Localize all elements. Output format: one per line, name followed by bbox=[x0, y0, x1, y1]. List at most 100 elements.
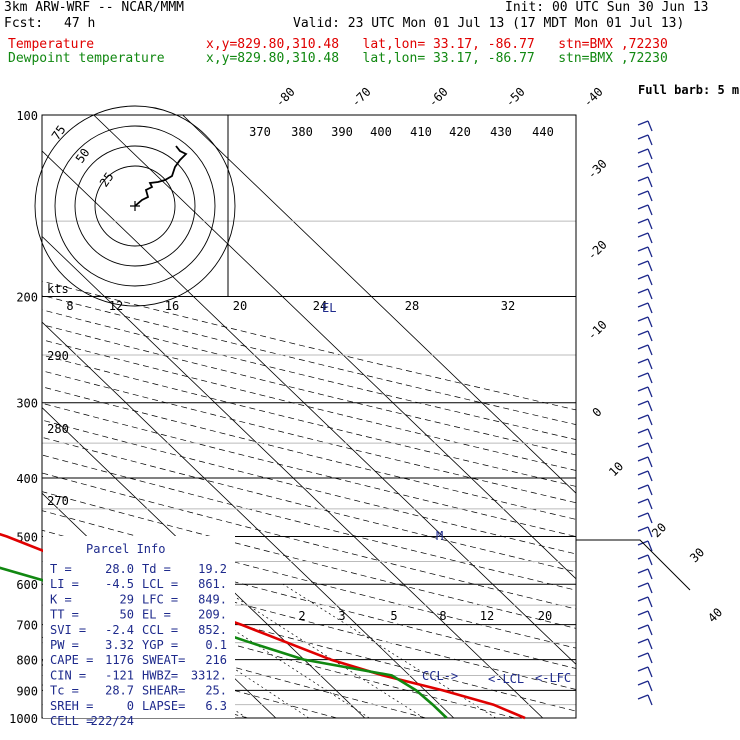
parcel-value: 25. bbox=[205, 684, 227, 698]
speed-scale-label: 8 bbox=[66, 299, 73, 313]
pressure-tick-label: 900 bbox=[16, 684, 38, 698]
dewpoint-legend: Dewpoint temperature bbox=[8, 51, 165, 66]
wind-barb-flag bbox=[647, 162, 653, 174]
isotherm-label: 0 bbox=[590, 405, 605, 420]
wind-barb-flag bbox=[647, 260, 653, 272]
wind-barb bbox=[637, 148, 649, 154]
wind-barb-flag bbox=[647, 400, 653, 412]
hodograph-ring bbox=[54, 125, 216, 287]
wind-barb-flag bbox=[647, 652, 653, 664]
wind-barb-flag bbox=[647, 484, 653, 496]
wind-barb-flag bbox=[647, 414, 653, 426]
parcel-value: -4.5 bbox=[105, 577, 134, 591]
parcel-value: 50 bbox=[120, 608, 134, 622]
isotherm-label: -40 bbox=[581, 85, 606, 110]
mixing-ratio-label: 3 bbox=[338, 609, 345, 623]
parcel-key: EL = bbox=[142, 608, 171, 622]
wind-barb bbox=[637, 302, 649, 308]
wind-barb-flag bbox=[647, 610, 653, 622]
parcel-value: 6.3 bbox=[205, 699, 227, 713]
parcel-value: 0 bbox=[127, 699, 134, 713]
parcel-value: 28.7 bbox=[105, 684, 134, 698]
wind-barb bbox=[637, 414, 649, 420]
speed-scale-label: 24 bbox=[313, 299, 327, 313]
valid-time: Valid: 23 UTC Mon 01 Jul 13 (17 MDT Mon … bbox=[293, 16, 685, 31]
wind-barb-flag bbox=[647, 540, 653, 552]
wind-barb-flag bbox=[647, 470, 653, 482]
wind-barb-flag bbox=[647, 512, 653, 524]
parcel-key: SWEAT= bbox=[142, 653, 185, 667]
wind-barb-flag bbox=[647, 176, 653, 188]
mixing-ratio-label: 12 bbox=[480, 609, 494, 623]
wind-barb bbox=[637, 610, 649, 616]
pressure-tick-label: 700 bbox=[16, 619, 38, 633]
parcel-key: K = bbox=[50, 592, 72, 606]
wind-barb bbox=[637, 624, 649, 630]
pressure-tick-label: 400 bbox=[16, 472, 38, 486]
parcel-info-title: Parcel Info bbox=[86, 542, 165, 556]
wind-barb bbox=[637, 162, 649, 168]
isotherm-label: -60 bbox=[426, 85, 451, 110]
pressure-tick-label: 200 bbox=[16, 291, 38, 305]
hodograph-units: kts bbox=[47, 282, 69, 296]
pressure-tick-label: 600 bbox=[16, 578, 38, 592]
speed-scale-label: 32 bbox=[501, 299, 515, 313]
wind-barb bbox=[637, 638, 649, 644]
model-label: 3km ARW-WRF -- NCAR/MMM bbox=[4, 0, 185, 15]
forecast-hour: 47 h bbox=[64, 16, 96, 31]
wind-barb bbox=[637, 386, 649, 392]
isotherm-label: 20 bbox=[649, 520, 669, 540]
wind-barb bbox=[637, 218, 649, 224]
isotherm-label: -80 bbox=[273, 85, 298, 110]
parcel-value: -121 bbox=[105, 668, 134, 682]
wind-barb-flag bbox=[647, 694, 653, 706]
parcel-value: 0.1 bbox=[205, 638, 227, 652]
wind-barb bbox=[637, 694, 649, 700]
freezing-level-marker: M bbox=[436, 529, 443, 543]
parcel-key: SREH = bbox=[50, 699, 93, 713]
parcel-value: 852. bbox=[198, 623, 227, 637]
wind-barb bbox=[637, 666, 649, 672]
wind-barb-flag bbox=[647, 568, 653, 580]
wind-barb-flag bbox=[647, 330, 653, 342]
hodograph-trace bbox=[134, 145, 188, 207]
wind-barb-flag bbox=[647, 288, 653, 300]
wind-barb-flag bbox=[647, 372, 653, 384]
parcel-key: LI = bbox=[50, 577, 79, 591]
wind-barb-flag bbox=[647, 120, 653, 132]
wind-legend: Full barb: 5 m s⁻¹ bbox=[638, 83, 740, 97]
wind-barb-flag bbox=[647, 680, 653, 692]
wind-barb bbox=[637, 652, 649, 658]
wind-barb bbox=[637, 134, 649, 140]
isotherm-label: 30 bbox=[687, 545, 707, 565]
wind-barb bbox=[637, 568, 649, 574]
speed-scale-label: 20 bbox=[233, 299, 247, 313]
speed-scale-label: 12 bbox=[109, 299, 123, 313]
wind-barb bbox=[637, 428, 649, 434]
parcel-key: PW = bbox=[50, 638, 79, 652]
parcel-value: 28.0 bbox=[105, 562, 134, 576]
parcel-value: 222/24 bbox=[91, 714, 134, 728]
wind-barb bbox=[637, 512, 649, 518]
wind-barb-flag bbox=[647, 666, 653, 678]
parcel-key: LCL = bbox=[142, 577, 178, 591]
wind-barb bbox=[637, 680, 649, 686]
wind-barb bbox=[637, 330, 649, 336]
parcel-value: 849. bbox=[198, 592, 227, 606]
temperature-line bbox=[0, 532, 526, 720]
theta-label: 410 bbox=[410, 125, 432, 139]
wind-barb-flag bbox=[647, 582, 653, 594]
wind-profile-guide bbox=[576, 539, 691, 591]
theta-e-label: 290 bbox=[47, 349, 69, 363]
wind-barb-flag bbox=[647, 428, 653, 440]
wind-barb bbox=[637, 554, 649, 560]
parcel-value: 19.2 bbox=[198, 562, 227, 576]
isotherm-label: -70 bbox=[349, 85, 374, 110]
parcel-key: YGP = bbox=[142, 638, 178, 652]
pressure-tick-label: 800 bbox=[16, 654, 38, 668]
isotherm-line bbox=[42, 321, 455, 718]
wind-barb-flag bbox=[647, 624, 653, 636]
wind-barb-flag bbox=[647, 344, 653, 356]
theta-e-label: 270 bbox=[47, 494, 69, 508]
